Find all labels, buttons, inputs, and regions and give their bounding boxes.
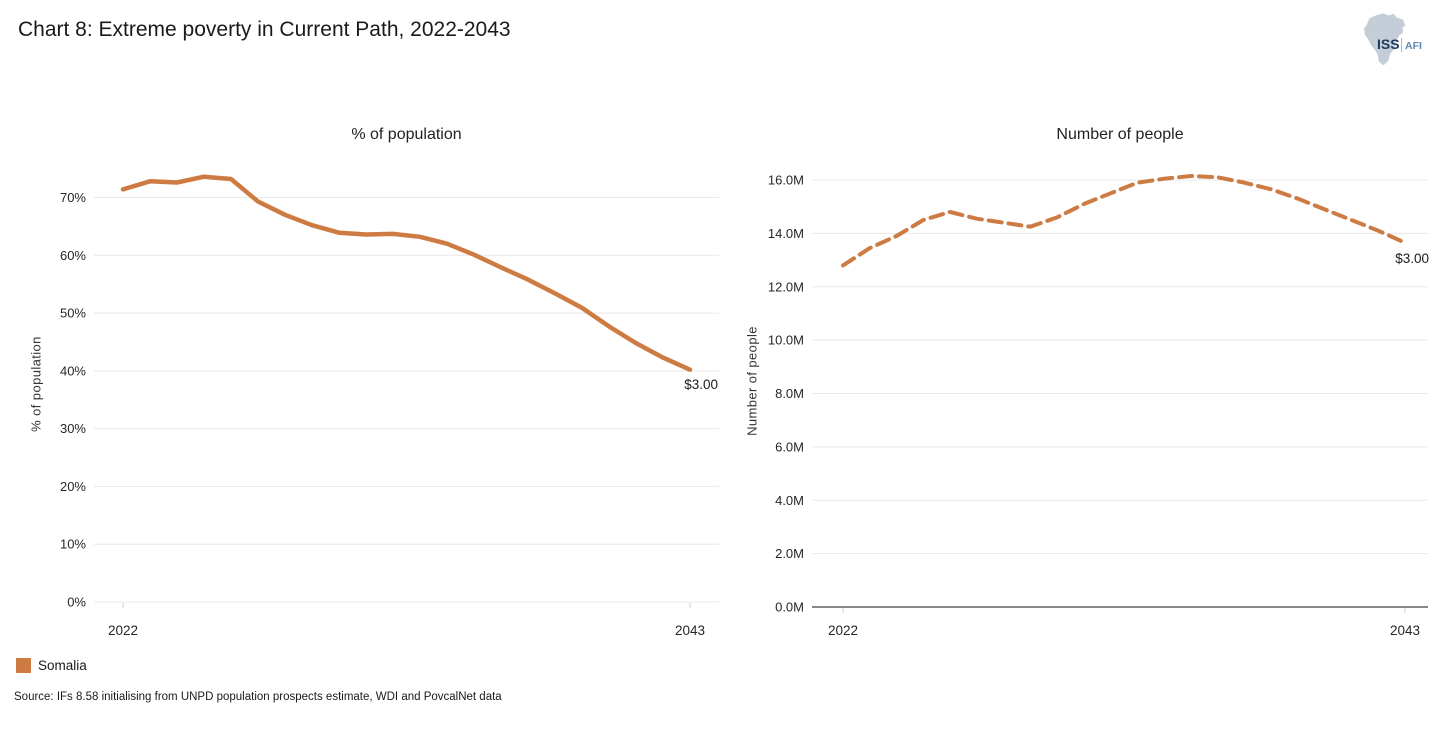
source-note: Source: IFs 8.58 initialising from UNPD … — [14, 691, 502, 703]
y-tick-label: 70% — [60, 190, 86, 205]
left-chart-title: % of population — [351, 126, 462, 143]
right-chart-title: Number of people — [1056, 126, 1184, 143]
y-tick-label: 2.0M — [775, 546, 804, 561]
series-line-somalia — [120, 174, 693, 372]
africa-map-icon — [1363, 13, 1406, 66]
page-title: Chart 8: Extreme poverty in Current Path… — [18, 18, 511, 41]
y-tick-label: 6.0M — [775, 439, 804, 454]
left-poverty-line-annotation: $3.00 — [684, 377, 718, 392]
y-tick-label: 8.0M — [775, 386, 804, 401]
y-tick-label: 12.0M — [768, 279, 804, 294]
x-tick-label: 2043 — [675, 623, 705, 638]
y-tick-label: 30% — [60, 421, 86, 436]
series-line-somalia — [841, 174, 1407, 268]
percent-of-population-chart: 0% 10% 20% 30% 40% 50% 60% 70% 2022 2043 — [60, 174, 719, 638]
right-poverty-line-annotation: $3.00 — [1395, 251, 1429, 266]
y-tick-label: 0.0M — [775, 600, 804, 615]
y-tick-label: 60% — [60, 248, 86, 263]
y-tick-label: 40% — [60, 363, 86, 378]
y-tick-label: 10.0M — [768, 333, 804, 348]
logo-divider — [1401, 38, 1402, 52]
iss-afi-logo: ISS AFI — [1358, 8, 1438, 70]
y-tick-label: 14.0M — [768, 226, 804, 241]
number-of-people-chart: 0.0M 2.0M 4.0M 6.0M 8.0M 10.0M 12.0M 14.0M 16.0M… — [768, 173, 1428, 638]
legend-swatch-somalia — [16, 658, 31, 673]
logo-text-secondary: AFI — [1405, 40, 1422, 52]
x-tick-label: 2022 — [108, 623, 138, 638]
y-tick-label: 4.0M — [775, 493, 804, 508]
x-tick-label: 2022 — [828, 623, 858, 638]
x-tick-label: 2043 — [1390, 623, 1420, 638]
legend: Somalia — [16, 658, 87, 673]
y-tick-label: 20% — [60, 479, 86, 494]
y-tick-label: 50% — [60, 306, 86, 321]
logo-text-primary: ISS — [1377, 36, 1400, 52]
y-tick-label: 16.0M — [768, 173, 804, 188]
legend-label-somalia: Somalia — [38, 658, 87, 673]
y-tick-label: 10% — [60, 537, 86, 552]
y-tick-label: 0% — [67, 595, 86, 610]
